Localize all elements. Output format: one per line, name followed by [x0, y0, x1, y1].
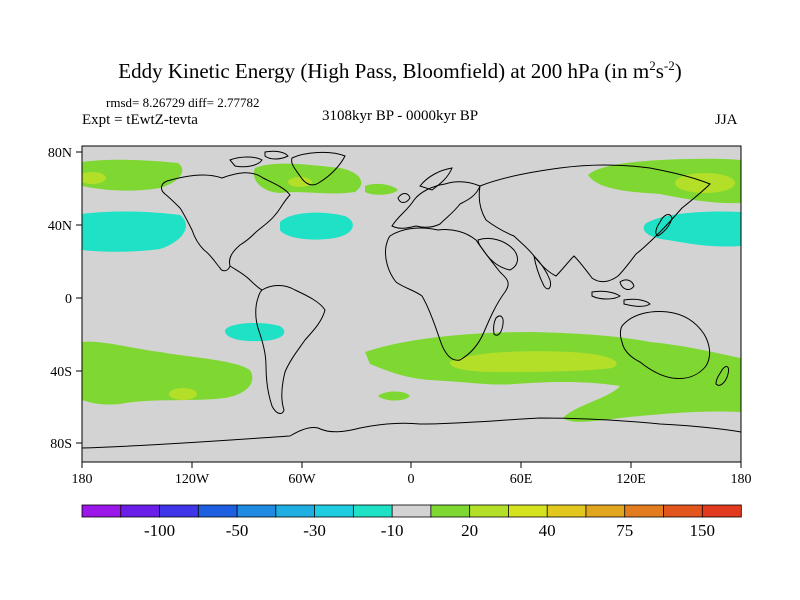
y-tick-label: 40N [48, 219, 72, 234]
colorbar-label: -10 [381, 521, 404, 540]
colorbar-box [236, 504, 277, 518]
colorbar-box [585, 504, 626, 518]
season-label: JJA [715, 112, 738, 128]
period-label: 3108kyr BP - 0000kyr BP [322, 108, 479, 124]
experiment-label: Expt = tEwtZ-tevta [82, 112, 198, 128]
coast-scandinavia [397, 167, 453, 203]
coast-indonesia [591, 279, 651, 307]
chart-title: Eddy Kinetic Energy (High Pass, Bloomfie… [0, 58, 800, 84]
colorbar-box [430, 504, 471, 518]
title-main: Eddy Kinetic Energy (High Pass, Bloomfie… [118, 59, 650, 83]
x-tick-label: 180 [72, 472, 93, 487]
colorbar-box [391, 504, 432, 518]
region-northwest-pacific-core [675, 173, 735, 193]
region-north-pacific-jet-reduction [82, 211, 186, 252]
title-end: ) [674, 59, 682, 83]
title-mid: s [655, 59, 664, 83]
region-south-pacific-core [169, 388, 197, 400]
colorbar-box [314, 504, 355, 518]
colorbar-box [469, 504, 510, 518]
colorbar-box [624, 504, 665, 518]
coast-arctic-islands [229, 150, 289, 168]
colorbar-label: 150 [689, 521, 715, 540]
colorbar-box [663, 504, 703, 518]
x-tick-label: 180 [731, 472, 752, 487]
colorbar-box [508, 504, 548, 518]
region-north-atlantic-reduction [280, 212, 353, 240]
colorbar-labels: -100 -50 -30 -10 20 40 75 150 [144, 521, 715, 540]
coast-asia [478, 164, 711, 283]
coast-central-america [229, 265, 263, 291]
title-sup2: -2 [663, 58, 675, 73]
region-north-atlantic-core [288, 177, 312, 187]
x-tick-label: 120E [616, 472, 646, 487]
y-tick-label: 80S [50, 437, 72, 452]
coast-new-zealand [715, 366, 729, 386]
coast-australia [620, 311, 711, 379]
y-tick-label: 40S [50, 365, 72, 380]
colorbar-box [546, 504, 587, 518]
colorbar-label: 75 [616, 521, 633, 540]
colorbar-box [275, 504, 316, 518]
region-southern-indian-storm-track [365, 332, 741, 422]
coast-madagascar [493, 315, 504, 336]
colorbar-box [159, 504, 199, 518]
region-south-atlantic-patch [378, 391, 410, 401]
stats-label: rmsd= 8.26729 diff= 2.77782 [106, 95, 260, 110]
region-north-atlantic-east [365, 183, 398, 195]
coast-europe [391, 181, 481, 229]
colorbar-box [197, 504, 238, 518]
title-sup1: 2 [649, 58, 656, 73]
coast-greenland [291, 151, 346, 186]
region-south-pacific-reduction [224, 322, 285, 342]
colorbar [81, 504, 742, 518]
region-south-indian-small [490, 375, 510, 382]
coast-arabia [477, 237, 518, 271]
coast-antarctica [82, 417, 741, 449]
region-south-pacific-storm-track [82, 341, 253, 405]
y-tick-label: 0 [65, 292, 72, 307]
colorbar-box [352, 504, 393, 518]
coast-india [533, 254, 551, 290]
colorbar-box [701, 504, 742, 518]
x-tick-label: 60W [288, 472, 316, 487]
tick-marks [76, 151, 742, 468]
region-southern-indian-core [449, 351, 617, 372]
coastlines [82, 150, 741, 449]
x-tick-label: 120W [175, 472, 210, 487]
coast-north-america [161, 172, 291, 272]
coast-africa [385, 227, 509, 361]
region-east-asia-jet-reduction [643, 211, 741, 247]
region-north-pacific-storm-track [82, 159, 183, 191]
colorbar-label: -100 [144, 521, 175, 540]
coast-south-america [255, 285, 326, 414]
colorbar-label: 20 [461, 521, 478, 540]
x-tick-label: 60E [510, 472, 533, 487]
colorbar-label: -50 [226, 521, 249, 540]
colorbar-label: -30 [303, 521, 326, 540]
y-tick-label: 80N [48, 146, 72, 161]
region-north-pacific-core [82, 172, 106, 184]
colorbar-box [81, 504, 122, 518]
colorbar-label: 40 [539, 521, 556, 540]
x-tick-label: 0 [408, 472, 415, 487]
coast-japan [655, 214, 673, 237]
colorbar-box [120, 504, 161, 518]
